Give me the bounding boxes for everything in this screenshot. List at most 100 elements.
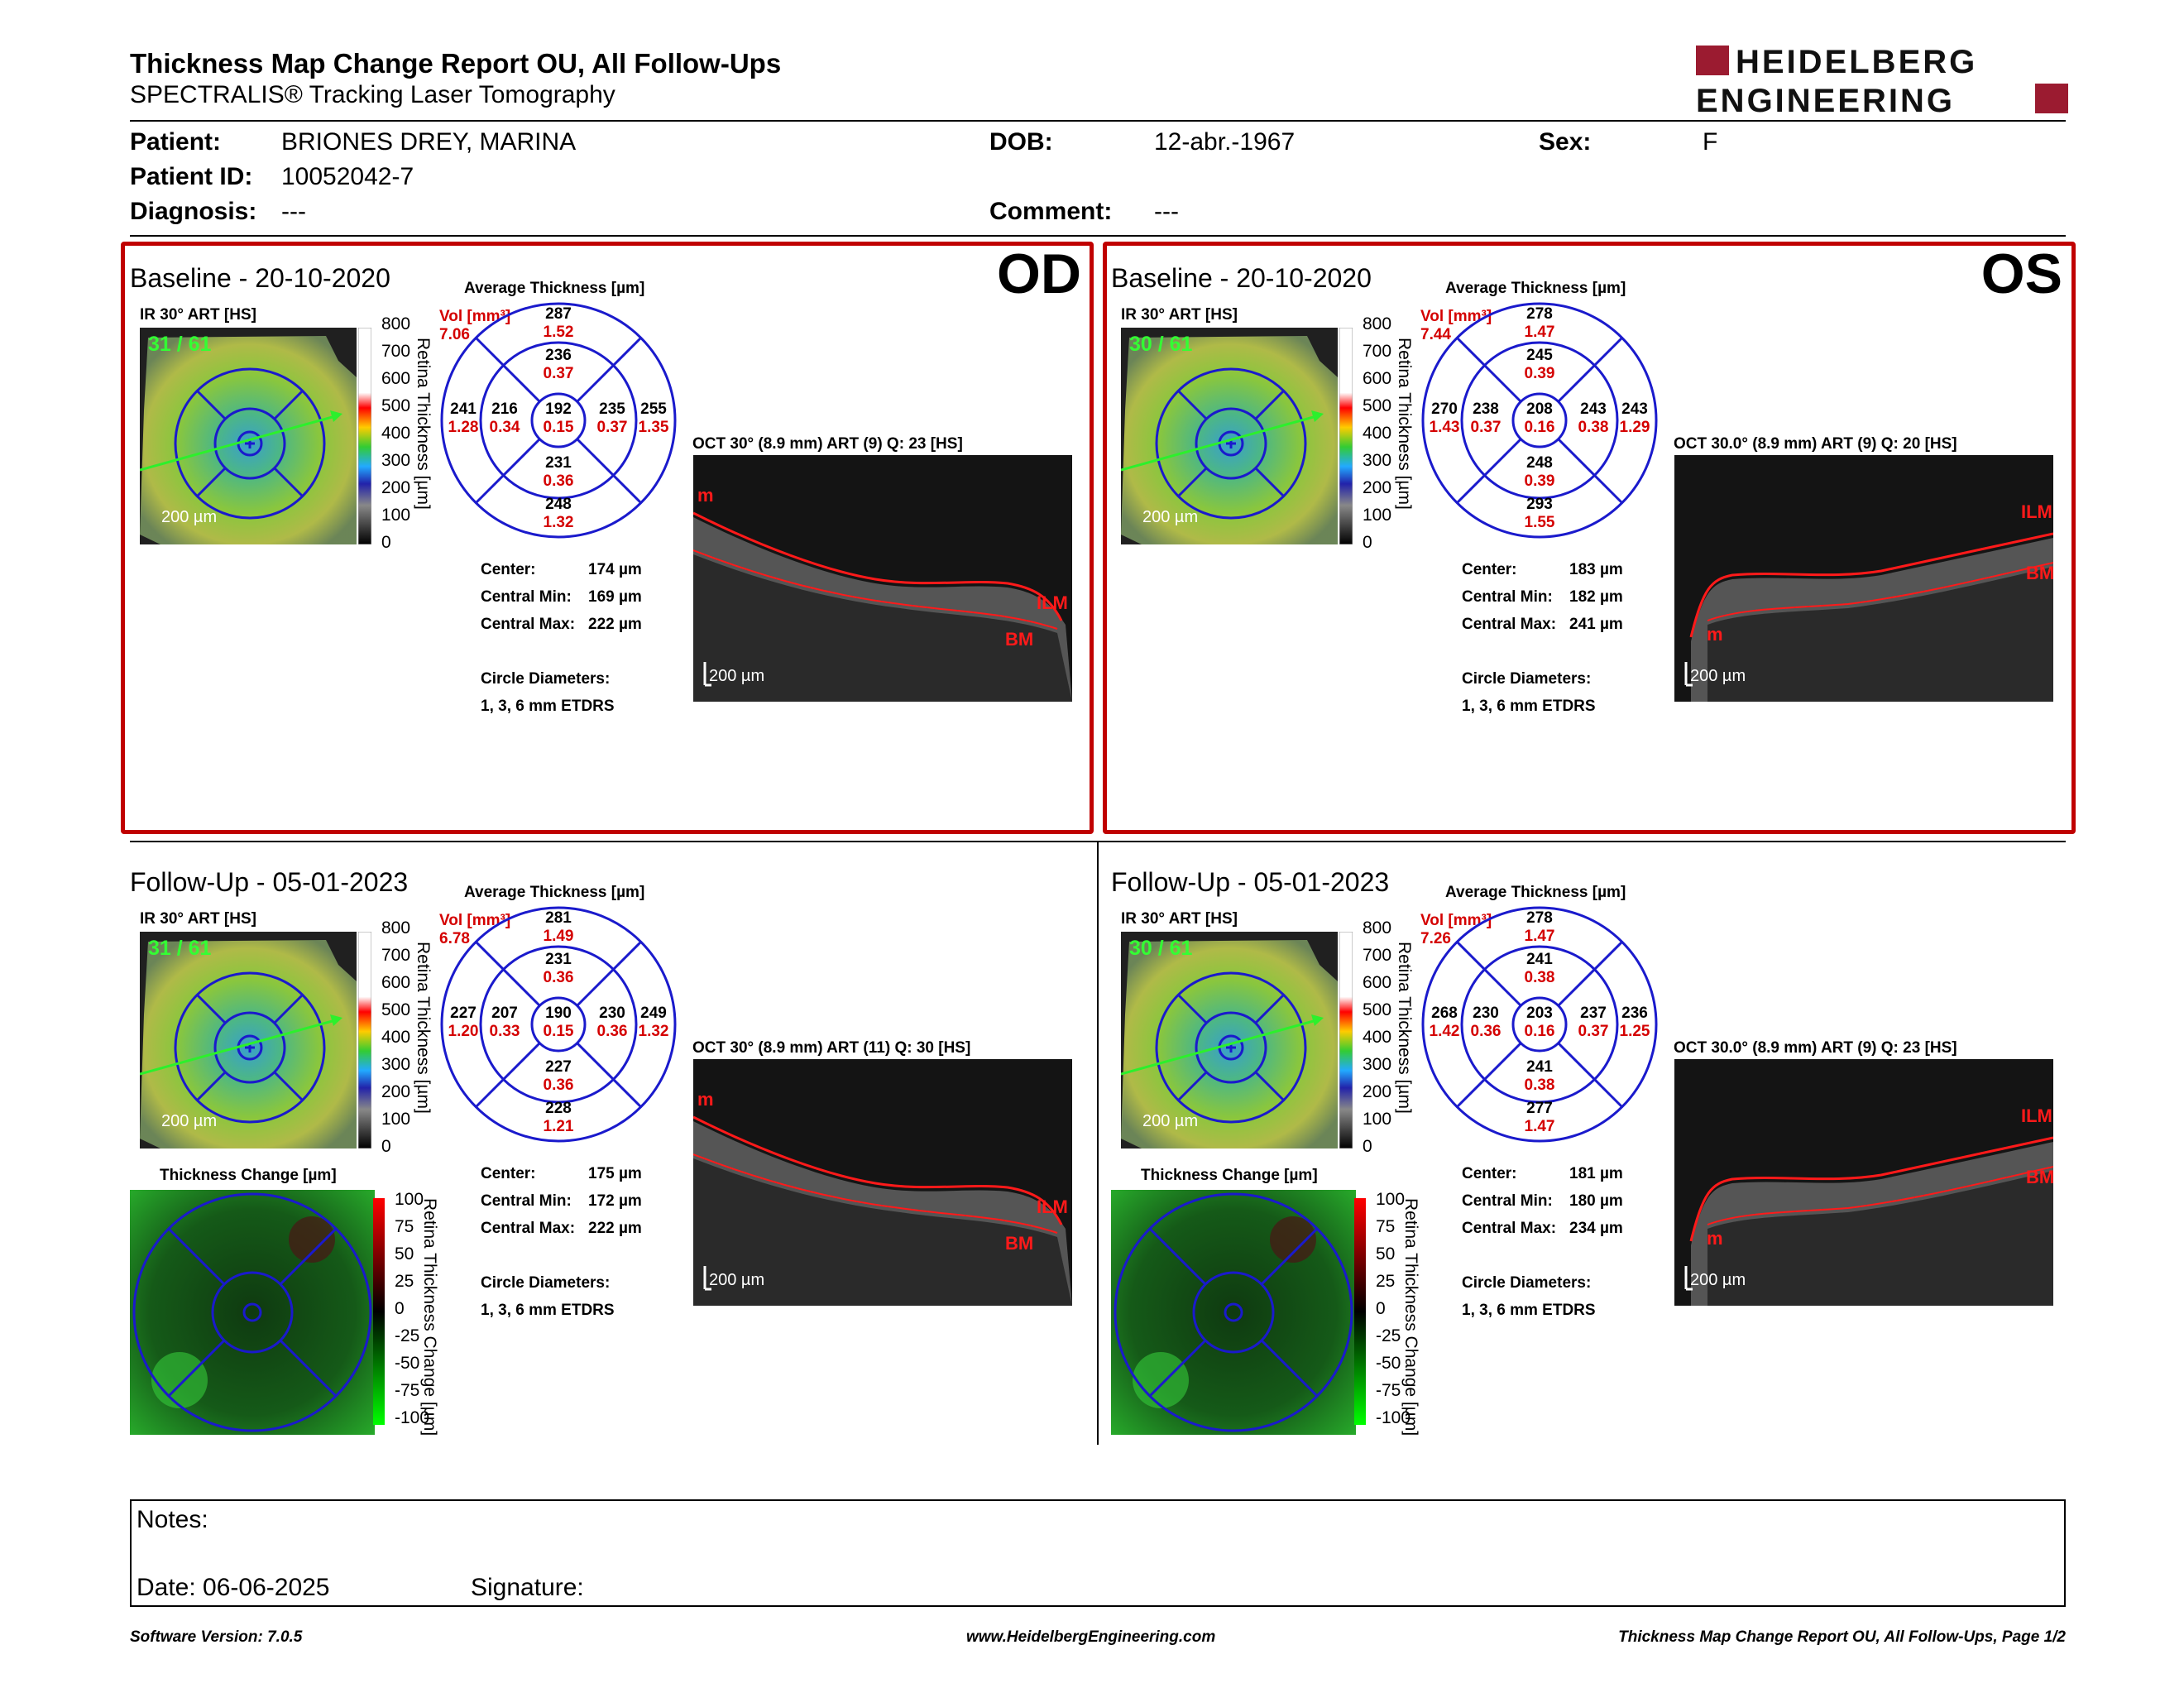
bm-label: BM <box>2026 563 2055 583</box>
grid-ot-volume: 1.49 <box>543 928 574 945</box>
central-min-label: Central Min: <box>1462 1192 1553 1210</box>
dob-value: 12-abr.-1967 <box>1154 128 1296 156</box>
thickness-change-label: Thickness Change [µm] <box>160 1167 337 1184</box>
scale-bar-label: 200 µm <box>1142 508 1199 526</box>
panel-os-fu: Follow-Up - 05-01-2023 IR 30° ART [HS] 30… <box>1111 867 2071 1446</box>
grid-or-volume: 1.32 <box>638 1023 669 1040</box>
grid-il-thickness: 216 <box>491 400 518 418</box>
grid-ir-volume: 0.37 <box>596 419 628 436</box>
thickness-tick: 700 <box>381 342 411 361</box>
change-tick: -75 <box>395 1381 420 1400</box>
grid-ob-thickness: 228 <box>545 1100 572 1117</box>
grid-ib-volume: 0.36 <box>543 472 574 490</box>
change-tick: 75 <box>395 1217 414 1236</box>
scan-number: 30 / 61 <box>1129 937 1193 960</box>
circle-diameters-label: Circle Diameters: <box>481 1274 611 1292</box>
patient-name: BRIONES DREY, MARINA <box>281 128 577 156</box>
thickness-tick: 400 <box>1363 424 1392 443</box>
grid-or-thickness: 243 <box>1621 400 1648 418</box>
grid-ol-thickness: 270 <box>1431 400 1458 418</box>
thickness-color-scale <box>1339 932 1353 1149</box>
panel-title: Follow-Up - 05-01-2023 <box>1111 867 1390 897</box>
panel-title: Baseline - 20-10-2020 <box>130 263 390 293</box>
oct-bscan-image[interactable] <box>693 455 1072 702</box>
central-max-label: Central Max: <box>481 616 576 633</box>
thickness-change-map[interactable] <box>1111 1190 1356 1435</box>
central-min-value: 182 µm <box>1569 588 1623 606</box>
grid-it-volume: 0.39 <box>1524 365 1555 382</box>
oct-label: OCT 30° (8.9 mm) ART (11) Q: 30 [HS] <box>692 1039 971 1057</box>
eye-label: OD <box>997 242 1081 305</box>
thickness-tick: 600 <box>1363 369 1392 388</box>
grid-ot-volume: 1.47 <box>1524 324 1555 341</box>
change-tick: 25 <box>1376 1272 1396 1291</box>
grid-or-thickness: 249 <box>640 1005 667 1022</box>
fundus-thickness-map[interactable] <box>140 328 357 544</box>
grid-ot-volume: 1.47 <box>1524 928 1555 945</box>
grid-ot-thickness: 287 <box>545 305 572 323</box>
oct-bscan-image[interactable] <box>1674 455 2053 702</box>
notes-box[interactable]: Notes: Date: 06-06-2025 Signature: <box>130 1499 2066 1607</box>
grid-c-thickness: 190 <box>545 1005 572 1022</box>
grid-ot-thickness: 278 <box>1526 305 1553 323</box>
website-link[interactable]: www.HeidelbergEngineering.com <box>966 1628 1216 1646</box>
oct-bscan-image[interactable] <box>693 1059 1072 1306</box>
thickness-color-scale <box>1339 328 1353 544</box>
oct-label: OCT 30.0° (8.9 mm) ART (9) Q: 20 [HS] <box>1674 435 1957 453</box>
center-label: Center: <box>1462 1165 1517 1182</box>
thickness-change-map[interactable] <box>130 1190 375 1435</box>
svg-text:ENGINEERING: ENGINEERING <box>1696 83 1955 117</box>
central-max-label: Central Max: <box>481 1220 576 1237</box>
grid-ob-volume: 1.21 <box>543 1118 574 1135</box>
central-min-value: 169 µm <box>588 588 642 606</box>
central-max-label: Central Max: <box>1462 616 1557 633</box>
oct-bscan-image[interactable] <box>1674 1059 2053 1306</box>
fundus-thickness-map[interactable] <box>1121 932 1338 1149</box>
grid-it-thickness: 236 <box>545 347 572 364</box>
thickness-tick: 700 <box>381 946 411 965</box>
vol-value: 7.26 <box>1420 930 1451 947</box>
bm-label: BM <box>2026 1167 2055 1187</box>
grid-ob-thickness: 277 <box>1526 1100 1553 1117</box>
change-tick: -100 <box>395 1408 430 1427</box>
central-max-value: 234 µm <box>1569 1220 1623 1237</box>
bm-label: BM <box>1005 1233 1034 1254</box>
m-label: m <box>1707 1228 1723 1249</box>
change-tick: -75 <box>1376 1381 1401 1400</box>
page-info: Thickness Map Change Report OU, All Foll… <box>1618 1628 2066 1646</box>
thickness-tick: 600 <box>1363 973 1392 992</box>
grid-ib-thickness: 241 <box>1526 1058 1553 1076</box>
fundus-thickness-map[interactable] <box>1121 328 1338 544</box>
change-tick: -100 <box>1376 1408 1411 1427</box>
thickness-tick: 100 <box>1363 506 1392 525</box>
sex-value: F <box>1703 128 1718 156</box>
thickness-tick: 300 <box>1363 451 1392 470</box>
oct-scale-bar-label: 200 µm <box>709 1271 765 1289</box>
scan-number: 30 / 61 <box>1129 333 1193 356</box>
change-tick: 100 <box>1376 1190 1406 1209</box>
patient-label: Patient: <box>130 128 222 156</box>
change-tick: 75 <box>1376 1217 1396 1236</box>
thickness-tick: 200 <box>1363 1082 1392 1101</box>
change-tick: 25 <box>395 1272 414 1291</box>
thickness-tick: 800 <box>381 918 411 938</box>
thickness-tick: 500 <box>1363 1000 1392 1019</box>
vol-label: Vol [mm³] <box>439 308 511 325</box>
thickness-tick: 800 <box>1363 918 1392 938</box>
central-min-label: Central Min: <box>481 588 572 606</box>
thickness-axis-label: Retina Thickness [µm] <box>414 338 433 510</box>
grid-il-volume: 0.34 <box>489 419 520 436</box>
grid-or-thickness: 236 <box>1621 1005 1648 1022</box>
etdrs-grid <box>1421 906 1658 1143</box>
dob-label: DOB: <box>989 128 1053 156</box>
diagnosis-value: --- <box>281 198 306 225</box>
central-max-label: Central Max: <box>1462 1220 1557 1237</box>
fundus-thickness-map[interactable] <box>140 932 357 1149</box>
report-title: Thickness Map Change Report OU, All Foll… <box>130 48 782 79</box>
date-label: Date: 06-06-2025 <box>136 1574 330 1601</box>
patient-id: 10052042-7 <box>281 163 414 190</box>
center-value: 181 µm <box>1569 1165 1623 1182</box>
oct-label: OCT 30° (8.9 mm) ART (9) Q: 23 [HS] <box>692 435 963 453</box>
thickness-tick: 200 <box>381 478 411 497</box>
change-tick: 100 <box>395 1190 424 1209</box>
